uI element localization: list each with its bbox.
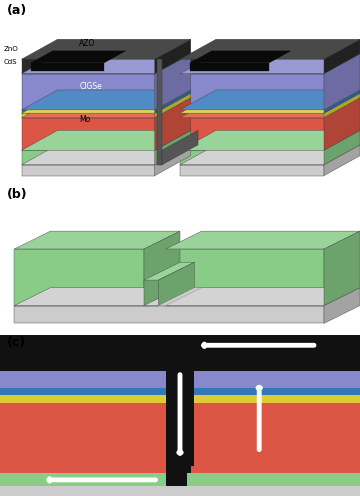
Polygon shape — [194, 353, 360, 371]
Polygon shape — [180, 165, 324, 176]
Polygon shape — [180, 39, 360, 59]
Polygon shape — [162, 130, 198, 165]
Polygon shape — [0, 388, 166, 395]
Polygon shape — [22, 98, 191, 118]
Polygon shape — [180, 59, 324, 74]
Polygon shape — [155, 145, 191, 176]
Text: (a): (a) — [7, 3, 27, 17]
Polygon shape — [22, 59, 155, 74]
Polygon shape — [180, 150, 324, 165]
Text: AZO: AZO — [79, 39, 95, 48]
Text: (c): (c) — [7, 336, 26, 349]
Polygon shape — [324, 145, 360, 176]
Polygon shape — [155, 54, 191, 110]
Polygon shape — [0, 395, 166, 403]
Polygon shape — [0, 335, 360, 353]
Polygon shape — [0, 353, 166, 371]
Polygon shape — [190, 63, 269, 71]
Polygon shape — [22, 113, 155, 118]
Polygon shape — [324, 93, 360, 118]
Polygon shape — [31, 51, 126, 63]
Polygon shape — [155, 130, 191, 165]
Polygon shape — [191, 466, 194, 473]
Polygon shape — [22, 54, 191, 74]
Polygon shape — [187, 473, 194, 486]
Polygon shape — [22, 130, 191, 150]
Polygon shape — [14, 249, 144, 306]
Polygon shape — [194, 371, 360, 388]
Polygon shape — [22, 118, 155, 150]
Polygon shape — [166, 231, 360, 249]
Polygon shape — [180, 118, 324, 150]
Text: CdS: CdS — [4, 59, 17, 64]
Polygon shape — [194, 388, 360, 395]
Polygon shape — [144, 280, 158, 306]
Polygon shape — [166, 335, 194, 486]
Polygon shape — [0, 403, 166, 473]
Polygon shape — [194, 395, 360, 403]
Polygon shape — [22, 165, 155, 176]
Polygon shape — [155, 39, 191, 74]
Polygon shape — [324, 98, 360, 150]
Polygon shape — [158, 288, 202, 306]
Polygon shape — [180, 145, 360, 165]
Polygon shape — [180, 54, 360, 74]
Text: CIGSe: CIGSe — [79, 82, 102, 91]
Polygon shape — [14, 288, 360, 306]
Polygon shape — [14, 306, 324, 323]
Polygon shape — [22, 150, 155, 165]
Polygon shape — [144, 231, 180, 306]
Polygon shape — [324, 39, 360, 74]
Polygon shape — [22, 39, 191, 59]
Polygon shape — [14, 231, 180, 249]
Polygon shape — [0, 473, 166, 486]
Polygon shape — [155, 98, 191, 150]
Polygon shape — [324, 288, 360, 323]
Polygon shape — [324, 231, 360, 306]
Polygon shape — [144, 262, 194, 280]
Polygon shape — [180, 130, 360, 150]
Polygon shape — [180, 74, 324, 110]
Polygon shape — [155, 93, 191, 118]
Polygon shape — [22, 110, 155, 113]
Polygon shape — [22, 93, 191, 113]
Text: ZnO: ZnO — [4, 46, 18, 52]
Polygon shape — [180, 98, 360, 118]
Polygon shape — [180, 113, 324, 118]
Polygon shape — [166, 249, 324, 306]
Polygon shape — [158, 262, 194, 306]
Polygon shape — [324, 54, 360, 110]
Polygon shape — [155, 90, 191, 113]
Polygon shape — [324, 90, 360, 113]
Polygon shape — [157, 59, 162, 165]
Polygon shape — [180, 93, 360, 113]
Polygon shape — [180, 90, 360, 110]
Polygon shape — [324, 130, 360, 165]
Text: Ni/Al: Ni/Al — [79, 17, 97, 26]
Polygon shape — [22, 145, 191, 165]
Text: Mo: Mo — [79, 115, 90, 124]
Polygon shape — [194, 403, 360, 473]
Polygon shape — [22, 74, 155, 110]
Polygon shape — [0, 371, 166, 388]
Polygon shape — [31, 63, 104, 71]
Polygon shape — [22, 90, 191, 110]
Polygon shape — [180, 110, 324, 113]
Polygon shape — [0, 486, 360, 496]
Text: (b): (b) — [7, 188, 28, 201]
Polygon shape — [194, 473, 360, 486]
Polygon shape — [190, 51, 291, 63]
